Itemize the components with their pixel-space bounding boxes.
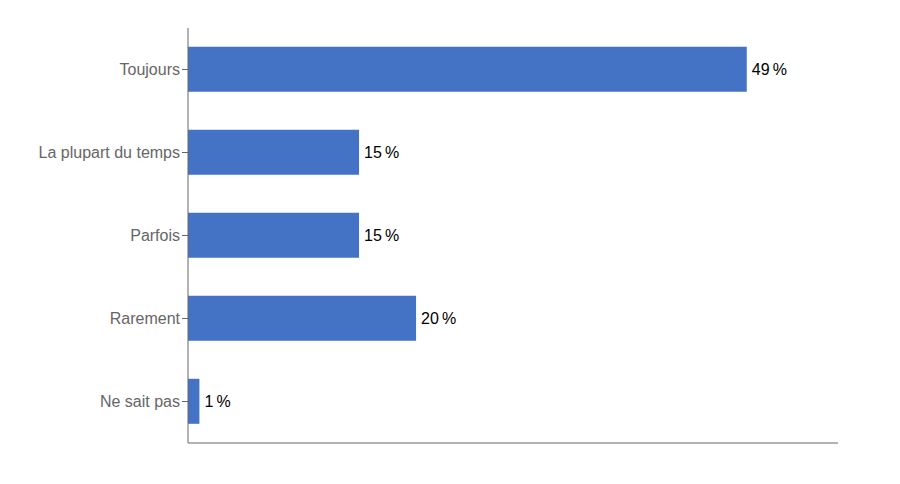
svg-text:Rarement: Rarement xyxy=(110,310,181,327)
svg-text:Ne sait pas: Ne sait pas xyxy=(100,393,180,410)
svg-text:La plupart du temps: La plupart du temps xyxy=(39,144,180,161)
svg-text:Parfois: Parfois xyxy=(130,227,180,244)
svg-text:20 %: 20 % xyxy=(421,310,456,327)
svg-text:Toujours: Toujours xyxy=(120,61,180,78)
svg-text:15 %: 15 % xyxy=(364,227,399,244)
svg-text:1 %: 1 % xyxy=(204,393,230,410)
svg-text:15 %: 15 % xyxy=(364,144,399,161)
svg-text:49 %: 49 % xyxy=(752,61,787,78)
